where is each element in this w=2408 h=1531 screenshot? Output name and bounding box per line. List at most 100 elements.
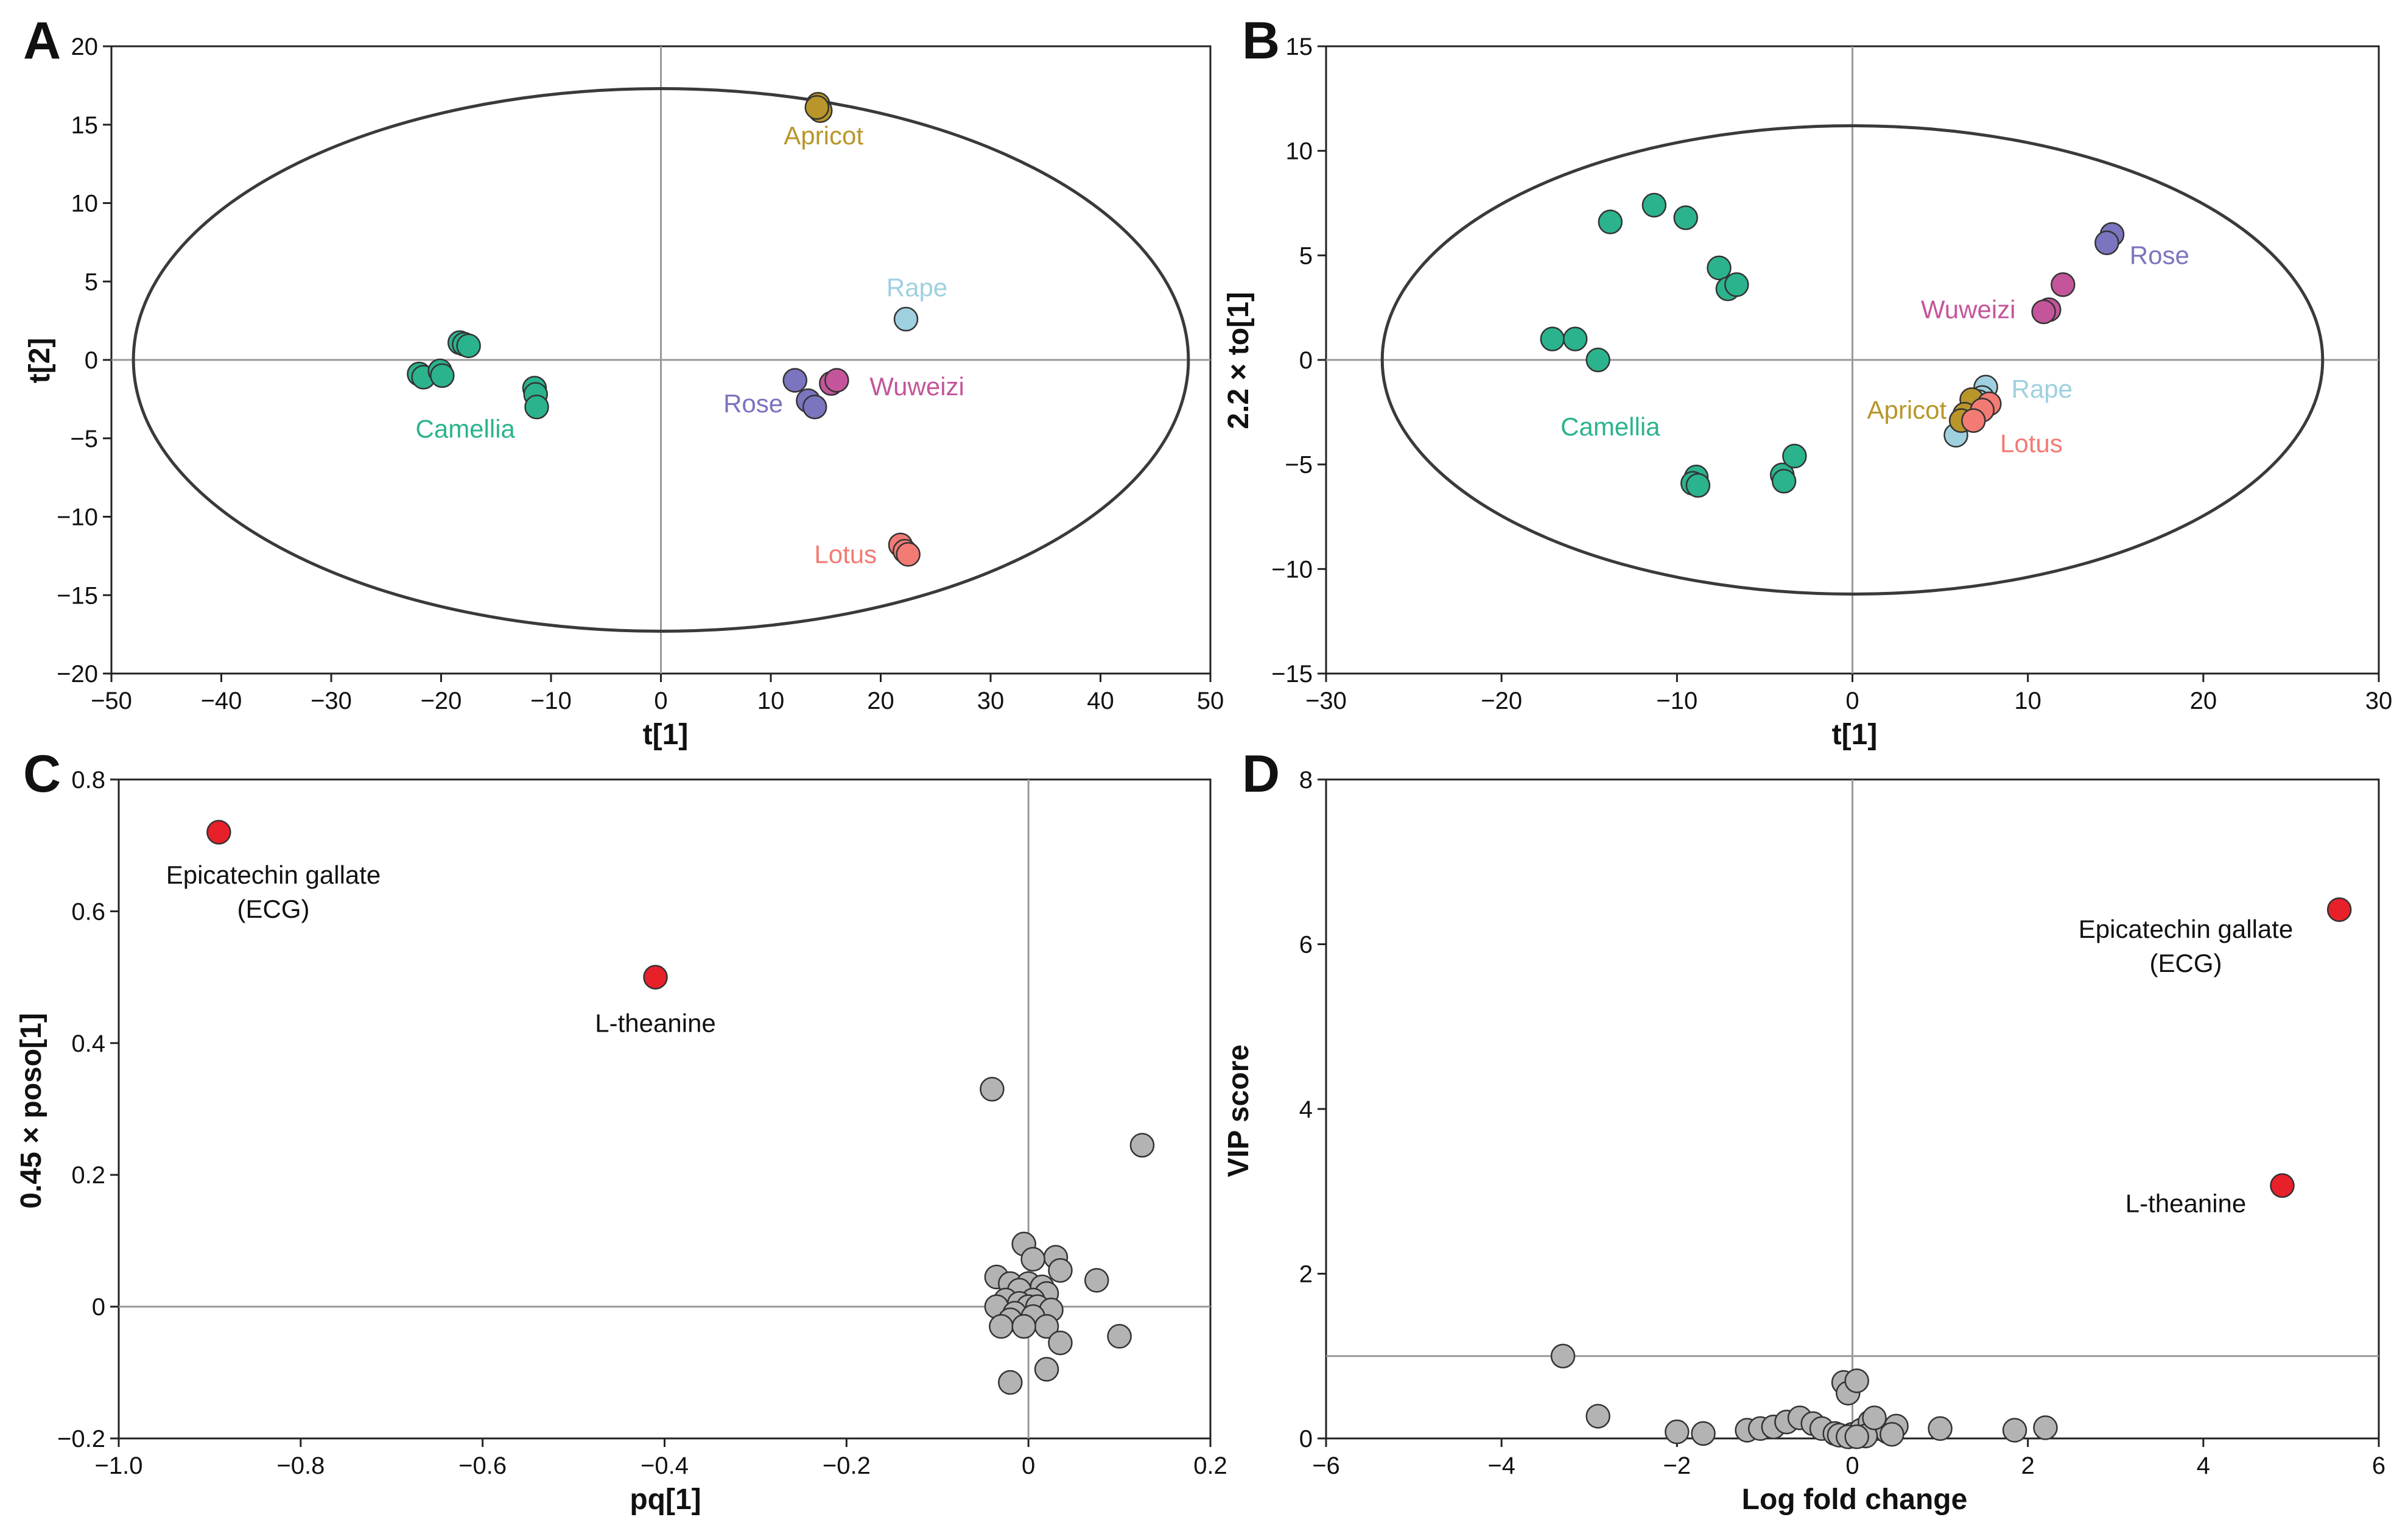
y-tick-label: 0.2 xyxy=(71,1162,105,1189)
data-point xyxy=(989,1314,1014,1339)
x-tick-label: −1.0 xyxy=(95,1452,143,1479)
data-point xyxy=(1020,1247,1045,1272)
x-tick-label: 0 xyxy=(1022,1452,1035,1479)
y-tick-label: 0 xyxy=(1299,347,1313,374)
y-axis-title: t[2] xyxy=(24,338,56,384)
x-tick-label: −30 xyxy=(1305,688,1347,714)
data-point xyxy=(1034,1357,1059,1382)
data-point xyxy=(1107,1324,1132,1349)
data-point xyxy=(2051,272,2076,297)
x-tick-label: −2 xyxy=(1663,1452,1691,1479)
x-axis-title: t[1] xyxy=(643,719,689,751)
y-tick-label: 10 xyxy=(1286,138,1313,165)
data-point xyxy=(1844,1424,1869,1449)
y-axis-title: 0.45 × poso[1] xyxy=(15,1013,47,1208)
x-tick-label: −20 xyxy=(421,688,462,714)
group-label: Wuweizi xyxy=(1921,295,2016,324)
group-label: Rose xyxy=(2130,241,2189,269)
group-label: Apricot xyxy=(1867,395,1946,424)
group-label: Rape xyxy=(2012,375,2073,403)
data-point xyxy=(430,363,455,388)
data-point xyxy=(524,395,549,420)
data-point xyxy=(896,542,921,567)
x-tick-label: −0.8 xyxy=(276,1452,325,1479)
x-tick-label: 6 xyxy=(2372,1452,2385,1479)
y-tick-label: 15 xyxy=(1286,33,1313,60)
x-tick-label: 0.2 xyxy=(1193,1452,1227,1479)
data-point xyxy=(456,333,481,359)
data-point xyxy=(1048,1258,1073,1283)
data-point xyxy=(1685,473,1711,498)
panel-d: D −6 −4 −2 0 2 4 6 0 2 4 6 8 Log fold change VIP score… xyxy=(1223,745,2385,1516)
data-point xyxy=(1641,192,1667,218)
data-point xyxy=(1862,1405,1887,1431)
y-tick-label: −0.2 xyxy=(57,1426,105,1452)
x-tick-label: 50 xyxy=(1197,688,1224,714)
panel-c: C −1.0 −0.8 −0.6 −0.4 −0.2 0 0.2 −0.2 0 0.2 0.4 0.6 0… xyxy=(15,745,1227,1516)
x-tick-label: 0 xyxy=(1845,1452,1859,1479)
data-point xyxy=(1011,1314,1036,1339)
y-tick-label: 20 xyxy=(71,33,99,60)
x-tick-label: −10 xyxy=(530,688,572,714)
panel-letter: C xyxy=(23,745,61,803)
x-tick-label: 20 xyxy=(2190,688,2217,714)
annotation-label: Epicatechin gallate xyxy=(166,861,381,889)
x-axis-title: Log fold change xyxy=(1742,1483,1968,1516)
data-point xyxy=(1928,1416,1953,1441)
data-point xyxy=(2094,230,2119,255)
x-tick-label: −40 xyxy=(201,688,242,714)
data-point xyxy=(1665,1419,1690,1445)
data-point xyxy=(802,395,827,420)
data-point xyxy=(1724,272,1749,297)
y-tick-label: 10 xyxy=(71,191,99,217)
y-axis-title: 2.2 × to[1] xyxy=(1223,292,1255,429)
annotation-label: (ECG) xyxy=(237,895,310,923)
y-tick-label: 5 xyxy=(85,269,98,295)
x-tick-label: −10 xyxy=(1656,688,1697,714)
x-axis-title: t[1] xyxy=(1832,719,1878,751)
group-label: Wuweizi xyxy=(869,372,964,401)
y-axis-title: VIP score xyxy=(1223,1044,1255,1177)
y-tick-label: −20 xyxy=(57,661,98,688)
data-point xyxy=(1961,408,1986,433)
data-point xyxy=(2002,1418,2027,1443)
data-point xyxy=(1084,1268,1109,1293)
data-point xyxy=(1550,1343,1576,1368)
data-point xyxy=(1691,1421,1716,1446)
x-tick-label: 10 xyxy=(757,688,785,714)
group-label: Camellia xyxy=(416,414,516,443)
y-tick-label: 0.4 xyxy=(71,1030,105,1057)
x-tick-label: 30 xyxy=(2365,688,2393,714)
y-tick-label: −5 xyxy=(1285,452,1313,479)
y-tick-label: 2 xyxy=(1299,1261,1313,1288)
x-tick-label: −6 xyxy=(1312,1452,1340,1479)
x-tick-label: −4 xyxy=(1487,1452,1515,1479)
data-point xyxy=(1782,443,1807,469)
data-point xyxy=(782,368,807,393)
group-label: Lotus xyxy=(814,540,877,568)
group-label: Rape xyxy=(886,273,947,302)
panel-letter: D xyxy=(1242,745,1280,803)
x-tick-label: 4 xyxy=(2197,1452,2210,1479)
x-tick-label: −50 xyxy=(91,688,132,714)
data-point xyxy=(1598,209,1623,234)
y-tick-label: 6 xyxy=(1299,932,1313,959)
data-point xyxy=(1585,1404,1610,1429)
data-point xyxy=(1880,1421,1904,1447)
data-point xyxy=(1048,1330,1073,1356)
x-tick-label: 20 xyxy=(867,688,894,714)
data-point xyxy=(2270,1173,2295,1198)
x-tick-label: 10 xyxy=(2014,688,2041,714)
annotation-label: L-theanine xyxy=(2125,1189,2247,1218)
data-point xyxy=(1844,1368,1869,1393)
panel-a: A−50 −40 −30 −20 −10 0 10 20 30 40 50−20−15−10−505… xyxy=(23,12,1224,751)
data-point xyxy=(2326,897,2352,922)
y-tick-label: −15 xyxy=(57,582,98,609)
y-tick-label: 0.6 xyxy=(71,898,105,925)
y-tick-label: −10 xyxy=(57,504,98,531)
data-point xyxy=(998,1370,1023,1395)
x-tick-label: 40 xyxy=(1087,688,1114,714)
data-point xyxy=(1707,255,1732,281)
annotation-label: Epicatechin gallate xyxy=(2079,915,2294,943)
